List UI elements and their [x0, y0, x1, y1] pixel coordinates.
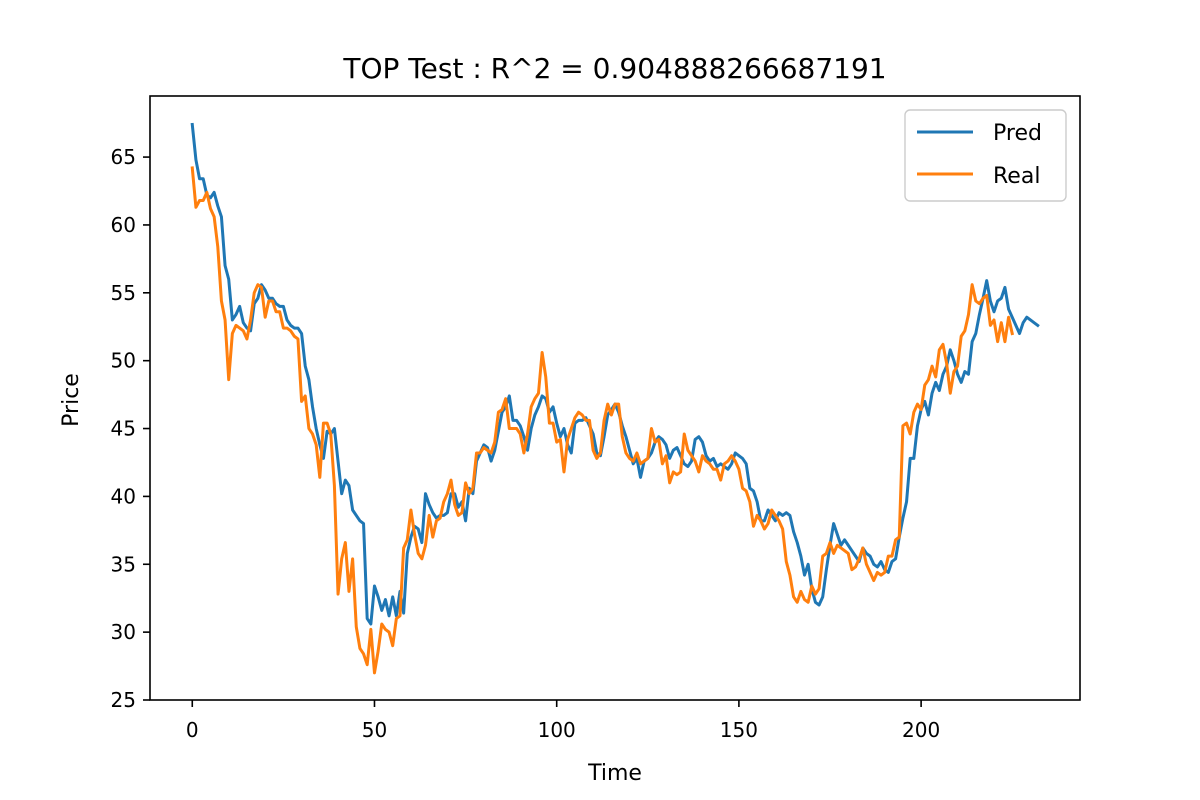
y-tick-label: 45 [111, 417, 136, 441]
plot-frame [149, 95, 1081, 701]
y-tick-label: 65 [111, 145, 136, 169]
x-tick-label: 200 [902, 718, 940, 742]
y-axis-label: Price [59, 373, 84, 427]
y-tick-label: 30 [111, 620, 136, 644]
legend: Pred Real [904, 109, 1067, 202]
y-tick-label: 25 [111, 688, 136, 712]
x-tick-label: 100 [538, 718, 576, 742]
y-axis: 25 30 35 40 45 50 55 60 65 [111, 145, 150, 712]
y-tick-label: 50 [111, 349, 136, 373]
chart-title: TOP Test : R^2 = 0.904888266687191 [342, 52, 886, 85]
series-layer [190, 122, 1040, 675]
x-axis-label: Time [587, 761, 642, 786]
x-tick-label: 150 [720, 718, 758, 742]
x-tick-label: 0 [186, 718, 199, 742]
y-tick-label: 40 [111, 484, 136, 508]
y-tick-label: 55 [111, 281, 136, 305]
legend-label-real: Real [993, 164, 1040, 189]
x-tick-label: 50 [362, 718, 387, 742]
x-axis: 0 50 100 150 200 [186, 700, 940, 742]
legend-label-pred: Pred [993, 121, 1042, 146]
y-tick-label: 35 [111, 552, 136, 576]
series-line-real [190, 166, 1015, 675]
y-tick-label: 60 [111, 213, 136, 237]
